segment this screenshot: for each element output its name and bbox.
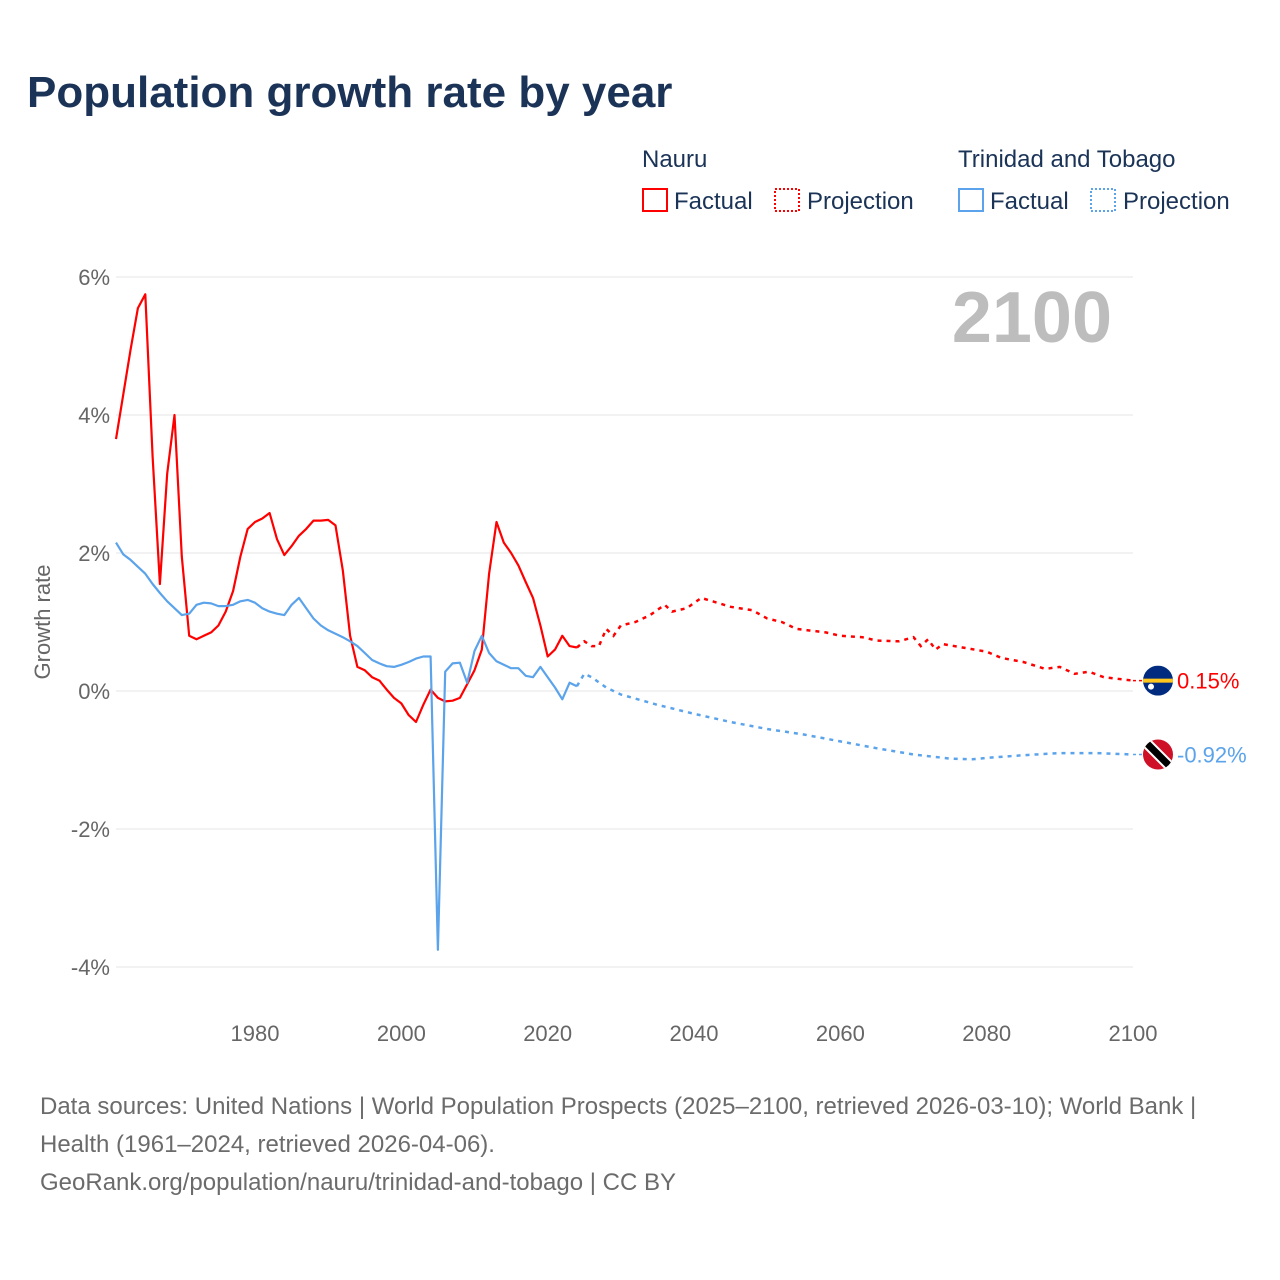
legend-projection-swatch — [1090, 188, 1116, 212]
x-tick-label: 2040 — [670, 1021, 719, 1046]
x-tick-label: 2000 — [377, 1021, 426, 1046]
page-title: Population growth rate by year — [27, 68, 673, 117]
x-tick-label: 2100 — [1109, 1021, 1158, 1046]
legend-factual-swatch — [642, 188, 668, 212]
x-tick-label: 2060 — [816, 1021, 865, 1046]
legend-group-title: Trinidad and Tobago — [958, 146, 1176, 173]
trinidad-flag-icon — [1143, 739, 1173, 770]
legend-factual-swatch — [958, 188, 984, 212]
y-tick-label: -2% — [71, 817, 110, 842]
y-tick-label: 2% — [78, 541, 110, 566]
legend-factual-label: Factual — [990, 188, 1069, 215]
x-tick-label: 1980 — [231, 1021, 280, 1046]
sources-link[interactable]: GeoRank.org/population/nauru/trinidad-an… — [40, 1169, 676, 1196]
legend-projection-swatch — [774, 188, 800, 212]
nauru-flag-icon — [1143, 665, 1173, 696]
data-sources: Data sources: United Nations | World Pop… — [40, 1088, 1240, 1202]
legend-projection-label: Projection — [1123, 188, 1230, 215]
series-line-projection — [576, 596, 1134, 682]
y-axis-label: Growth rate — [30, 565, 55, 680]
series-line-projection — [575, 672, 1134, 761]
y-tick-label: 6% — [78, 265, 110, 290]
year-label: 2100 — [952, 278, 1112, 358]
x-tick-label: 2020 — [523, 1021, 572, 1046]
y-tick-label: 0% — [78, 679, 110, 704]
legend-projection-label: Projection — [807, 188, 914, 215]
x-tick-label: 2080 — [962, 1021, 1011, 1046]
sources-text: Data sources: United Nations | World Pop… — [40, 1093, 1197, 1158]
series-line-factual — [115, 542, 578, 951]
y-tick-label: 4% — [78, 403, 110, 428]
legend-group-title: Nauru — [642, 146, 707, 173]
legend-factual-label: Factual — [674, 188, 753, 215]
series-line-factual — [114, 293, 578, 724]
y-tick-label: -4% — [71, 955, 110, 980]
chart: 6% 4% 2% 0% -2% -4% 1980 2000 2020 2040 2060 2080 21… — [30, 146, 1247, 1046]
end-value-label: 0.15% — [1177, 669, 1239, 694]
end-value-label: -0.92% — [1177, 742, 1247, 767]
